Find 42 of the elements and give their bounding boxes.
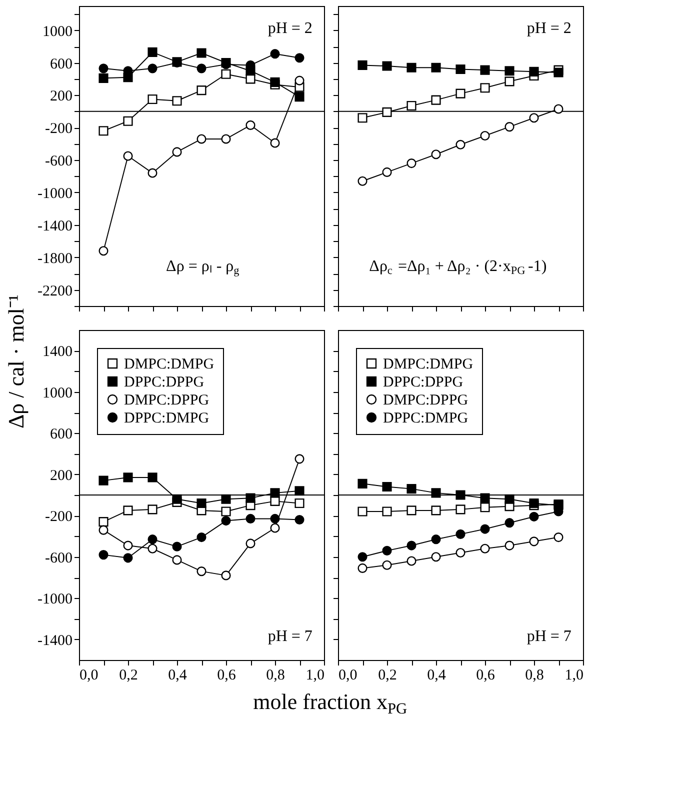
y-tick-label: -1000 — [38, 592, 72, 608]
x-tick-label: 0,0 — [338, 668, 358, 684]
y-tick-label: -2200 — [38, 283, 72, 300]
x-tick-label: 0,8 — [525, 668, 544, 684]
y-tick-label: 600 — [50, 56, 72, 72]
y-tick-label: -1400 — [38, 632, 72, 649]
annotation: pH = 2 — [268, 20, 312, 37]
x-tick-label: 0,4 — [427, 668, 446, 684]
y-tick-label: -200 — [45, 509, 72, 526]
legend-label: DPPC:DPPG — [124, 374, 204, 390]
y-axis-title: Δρ / cal · mol⁻¹ — [4, 294, 29, 429]
legend-label: DMPC:DPPG — [383, 392, 468, 408]
annotation: pH = 7 — [526, 628, 572, 645]
legend-label: DPPC:DPPG — [383, 374, 464, 390]
y-tick-label: 1000 — [42, 24, 72, 40]
y-tick-label: 200 — [50, 468, 72, 484]
y-tick-label: -600 — [45, 154, 72, 170]
legend-label: DMPC:DMPG — [383, 356, 474, 372]
y-tick-label: -600 — [45, 550, 72, 566]
y-tick-label: -1400 — [38, 218, 72, 234]
x-tick-label: 0,8 — [266, 668, 285, 684]
y-tick-label: -1000 — [38, 186, 72, 202]
annotation: pH = 7 — [268, 628, 312, 645]
legend-label: DMPC:DPPG — [124, 392, 210, 408]
x-tick-label: 0,4 — [168, 668, 188, 684]
legend-label: DPPC:DMPG — [124, 410, 210, 426]
x-tick-label: 1,0 — [564, 668, 584, 684]
y-tick-label: 200 — [50, 88, 72, 105]
x-tick-label: 0,0 — [80, 668, 98, 684]
y-tick-label: 1000 — [42, 385, 72, 402]
x-tick-label: 0,2 — [119, 668, 138, 684]
x-tick-label: 0,6 — [476, 668, 496, 684]
y-tick-label: -200 — [45, 121, 72, 138]
legend-label: DPPC:DMPG — [383, 410, 468, 426]
y-tick-label: 600 — [50, 426, 72, 443]
legend-label: DMPC:DMPG — [124, 356, 214, 372]
y-tick-label: -1800 — [38, 250, 72, 267]
x-tick-label: 0,2 — [378, 668, 397, 684]
x-tick-label: 1,0 — [306, 668, 324, 684]
x-tick-label: 0,6 — [217, 668, 236, 684]
y-tick-label: 1400 — [42, 344, 72, 360]
annotation: pH = 2 — [526, 20, 572, 37]
